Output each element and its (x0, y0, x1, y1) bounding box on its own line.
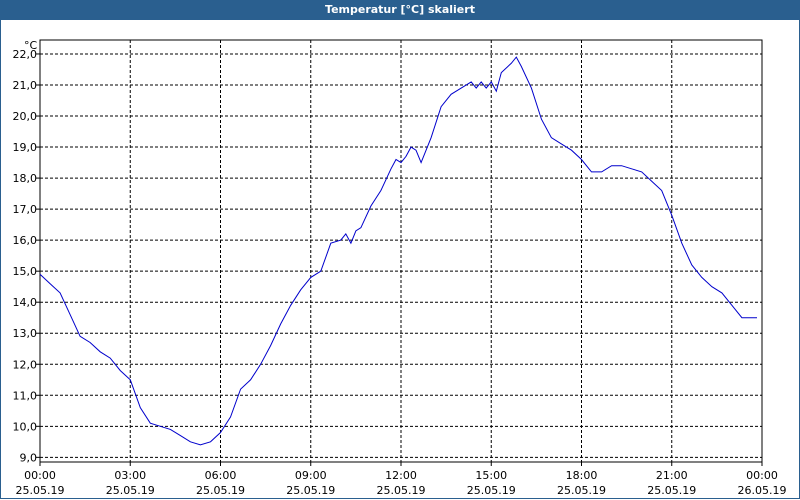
series-layer (39, 56, 757, 446)
axes: °C (24, 39, 763, 463)
y-tick-label: 15,0 (13, 265, 38, 278)
temperature-series-line (39, 56, 757, 446)
x-tick-date-label: 25.05.19 (377, 484, 426, 497)
y-tick-label: 13,0 (13, 327, 38, 340)
x-tick-time-label: 09:00 (295, 469, 327, 482)
y-tick-label: 21,0 (13, 79, 38, 92)
x-tick-time-label: 00:00 (746, 469, 778, 482)
x-tick-date-label: 25.05.19 (106, 484, 155, 497)
x-tick-date-label: 25.05.19 (467, 484, 516, 497)
y-tick-label: 9,0 (20, 451, 38, 464)
x-tick-time-label: 06:00 (205, 469, 237, 482)
x-tick-time-label: 18:00 (566, 469, 598, 482)
x-tick-date-label: 25.05.19 (557, 484, 606, 497)
x-axis-ticks: 00:00 25.05.19 03:00 25.05.19 06:00 25.05.19 0… (16, 462, 787, 497)
x-tick-date-label: 25.05.19 (647, 484, 696, 497)
x-tick-time-label: 00:00 (24, 469, 56, 482)
y-tick-label: 11,0 (13, 389, 38, 402)
y-tick-label: 17,0 (13, 203, 38, 216)
y-tick-label: 22,0 (13, 48, 38, 61)
y-tick-label: 19,0 (13, 141, 38, 154)
y-tick-label: 16,0 (13, 234, 38, 247)
x-tick-date-label: 25.05.19 (196, 484, 245, 497)
x-tick-time-label: 15:00 (475, 469, 507, 482)
x-tick-date-label: 25.05.19 (286, 484, 335, 497)
grid (40, 40, 762, 462)
x-tick-time-label: 03:00 (114, 469, 146, 482)
x-tick-date-label: 26.05.19 (738, 484, 787, 497)
y-tick-label: 18,0 (13, 172, 38, 185)
y-tick-label: 14,0 (13, 296, 38, 309)
y-tick-label: 20,0 (13, 110, 38, 123)
x-tick-time-label: 21:00 (656, 469, 688, 482)
y-axis-unit-label: °C (24, 39, 38, 52)
y-axis-ticks: 9,0 10,0 11,0 12,0 13,0 14,0 15,0 16,0 17,0 18,0 1… (13, 48, 40, 464)
x-tick-date-label: 25.05.19 (16, 484, 65, 497)
x-tick-time-label: 12:00 (385, 469, 417, 482)
window-title: Temperatur [°C] skaliert (0, 0, 800, 20)
y-tick-label: 12,0 (13, 358, 38, 371)
y-tick-label: 10,0 (13, 420, 38, 433)
